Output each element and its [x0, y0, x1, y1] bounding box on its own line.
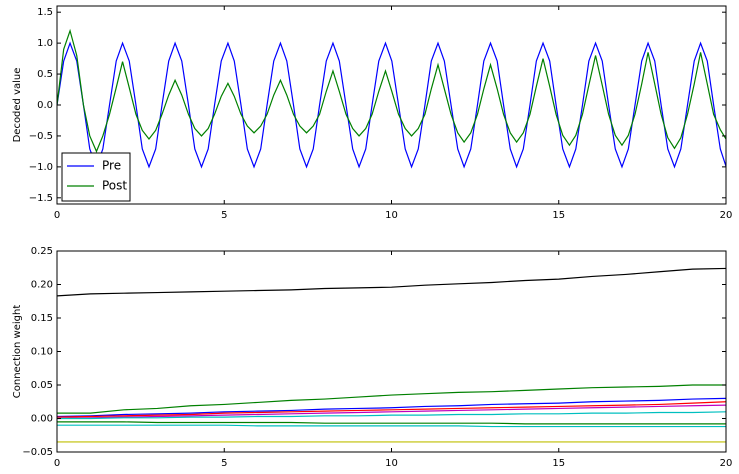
y-tick-label: 0.10 — [31, 347, 53, 358]
y-tick-label: 1.0 — [37, 38, 53, 49]
legend-label: Pre — [102, 159, 121, 173]
legend-label: Post — [102, 179, 127, 193]
series-line — [57, 41, 726, 169]
x-tick-label: 20 — [720, 458, 733, 469]
x-tick-label: 15 — [552, 458, 565, 469]
x-tick-label: 5 — [221, 458, 227, 469]
series-line — [57, 424, 726, 428]
y-axis-label: Decoded value — [12, 68, 23, 143]
y-tick-label: 1.5 — [37, 7, 53, 18]
x-tick-label: 10 — [385, 210, 398, 221]
series-line — [57, 401, 726, 418]
x-tick-label: 20 — [720, 210, 733, 221]
y-tick-label: 0.5 — [37, 69, 53, 80]
legend-box — [61, 152, 131, 202]
x-tick-label: 5 — [221, 210, 227, 221]
y-tick-label: 0.15 — [31, 313, 53, 324]
series-line — [57, 384, 726, 414]
y-tick-label: −0.05 — [22, 447, 53, 458]
series-line — [57, 28, 726, 153]
y-tick-label: −1.0 — [29, 162, 53, 173]
x-tick-label: 0 — [54, 458, 60, 469]
series-line — [57, 267, 726, 297]
y-tick-label: 0.25 — [31, 246, 53, 257]
y-axis-label: Connection weight — [12, 305, 23, 399]
series-line — [57, 421, 726, 425]
x-tick-label: 15 — [552, 210, 565, 221]
series-line — [57, 411, 726, 420]
y-tick-label: 0.00 — [31, 414, 53, 425]
series-line — [57, 404, 726, 420]
y-tick-label: −1.5 — [29, 193, 53, 204]
x-tick-label: 10 — [385, 458, 398, 469]
y-tick-label: 0.20 — [31, 280, 53, 291]
series-line — [57, 397, 726, 418]
y-tick-label: 0.0 — [37, 100, 53, 111]
x-tick-label: 0 — [54, 210, 60, 221]
axes-frame — [56, 5, 727, 205]
y-tick-label: −0.5 — [29, 131, 53, 142]
y-tick-label: 0.05 — [31, 380, 53, 391]
axes-frame — [56, 250, 727, 453]
